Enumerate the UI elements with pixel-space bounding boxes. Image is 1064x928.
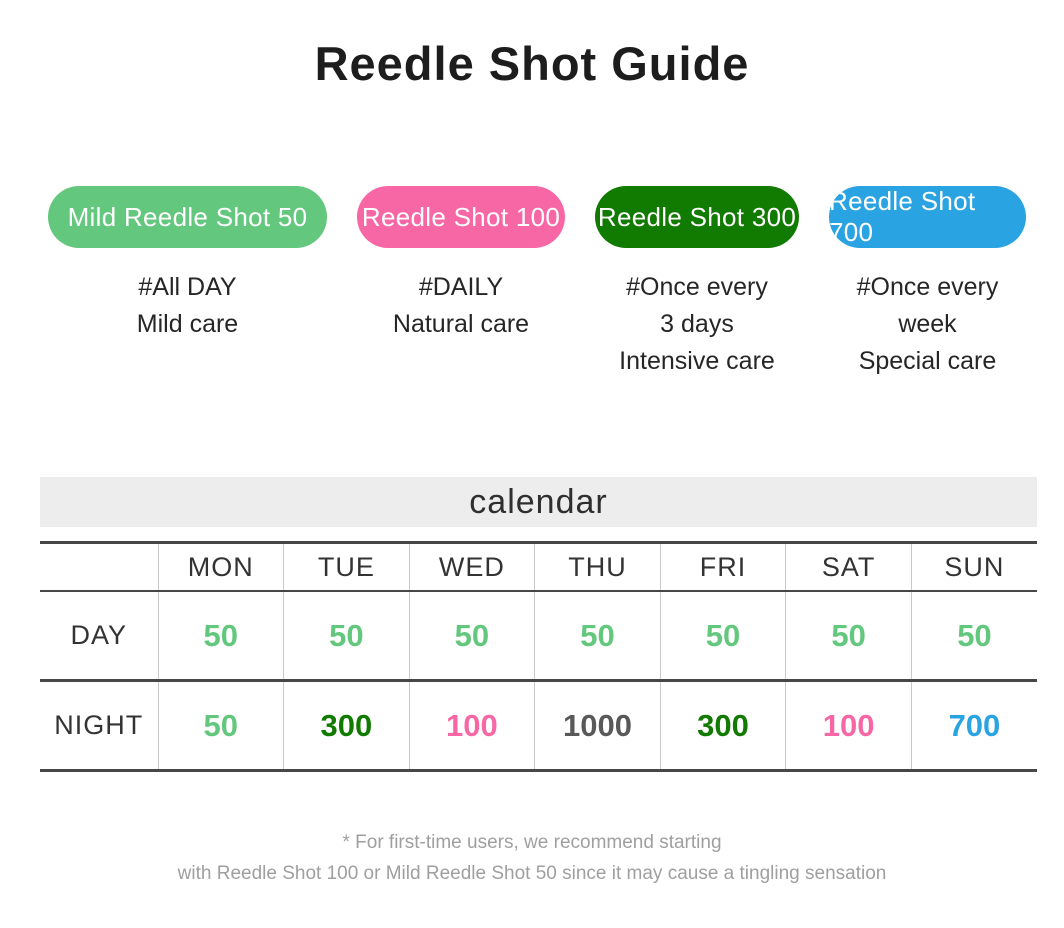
product-column-reedle-shot-700: Reedle Shot 700 #Once every week Special… [829, 186, 1026, 380]
column-header-tue: TUE [283, 542, 410, 592]
product-column-reedle-shot-300: Reedle Shot 300 #Once every 3 days Inten… [595, 186, 799, 380]
cell-night-sun: 700 [910, 680, 1037, 771]
product-tag-line: Intensive care [619, 347, 775, 375]
product-tag-line: Special care [858, 347, 997, 375]
row-label-day: DAY [40, 591, 158, 682]
footnote: * For first-time users, we recommend sta… [0, 827, 1064, 889]
cell-night-sat: 100 [785, 680, 912, 771]
product-description: #Once every week Special care [829, 269, 1026, 380]
cell-day-sat: 50 [785, 591, 912, 682]
table-row-day: DAY 50 50 50 50 50 50 50 [40, 591, 1037, 682]
cell-day-fri: 50 [659, 591, 786, 682]
product-description: #Once every 3 days Intensive care [595, 269, 799, 380]
product-tag-line: Mild care [136, 310, 239, 338]
column-header-wed: WED [408, 542, 535, 592]
calendar-banner: calendar [40, 477, 1037, 527]
product-badge: Mild Reedle Shot 50 [48, 186, 327, 248]
product-legend: Mild Reedle Shot 50 #All DAY Mild care R… [48, 186, 1026, 380]
product-tag-line: #DAILY [418, 273, 504, 301]
product-tag-line: 3 days [660, 310, 734, 338]
cell-day-thu: 50 [534, 591, 661, 682]
product-column-reedle-shot-100: Reedle Shot 100 #DAILY Natural care [357, 186, 565, 380]
product-tag-line: Natural care [392, 310, 530, 338]
product-badge: Reedle Shot 700 [829, 186, 1026, 248]
cell-day-tue: 50 [283, 591, 410, 682]
cell-night-thu: 1000 [534, 680, 661, 771]
product-description: #DAILY Natural care [357, 269, 565, 343]
calendar-table: MON TUE WED THU FRI SAT SUN DAY 50 50 50… [40, 541, 1037, 772]
footnote-line-2: with Reedle Shot 100 or Mild Reedle Shot… [177, 863, 887, 884]
cell-night-wed: 100 [408, 680, 535, 771]
product-tag-line: #All DAY [138, 273, 237, 301]
cell-day-sun: 50 [910, 591, 1037, 682]
product-tag-line: #Once every [626, 273, 768, 301]
product-tag-line: #Once every [856, 273, 999, 301]
calendar-header-row: MON TUE WED THU FRI SAT SUN [40, 542, 1037, 592]
cell-night-fri: 300 [659, 680, 786, 771]
footnote-line-1: * For first-time users, we recommend sta… [342, 832, 722, 853]
cell-night-tue: 300 [283, 680, 410, 771]
column-header-mon: MON [157, 542, 284, 592]
column-header-thu: THU [534, 542, 661, 592]
product-tag-line: week [898, 310, 957, 338]
cell-day-mon: 50 [157, 591, 284, 682]
table-row-night: NIGHT 50 300 100 1000 300 100 700 [40, 680, 1037, 771]
calendar-heading: calendar [469, 482, 608, 521]
product-description: #All DAY Mild care [48, 269, 327, 343]
column-header-fri: FRI [659, 542, 786, 592]
column-header-sun: SUN [910, 542, 1037, 592]
product-badge: Reedle Shot 100 [357, 186, 565, 248]
calendar-corner-cell [40, 542, 158, 592]
product-badge: Reedle Shot 300 [595, 186, 799, 248]
cell-day-wed: 50 [408, 591, 535, 682]
column-header-sat: SAT [785, 542, 912, 592]
product-column-mild-reedle-shot-50: Mild Reedle Shot 50 #All DAY Mild care [48, 186, 327, 380]
page-title: Reedle Shot Guide [314, 37, 750, 90]
row-label-night: NIGHT [54, 710, 144, 740]
cell-night-mon: 50 [157, 680, 284, 771]
